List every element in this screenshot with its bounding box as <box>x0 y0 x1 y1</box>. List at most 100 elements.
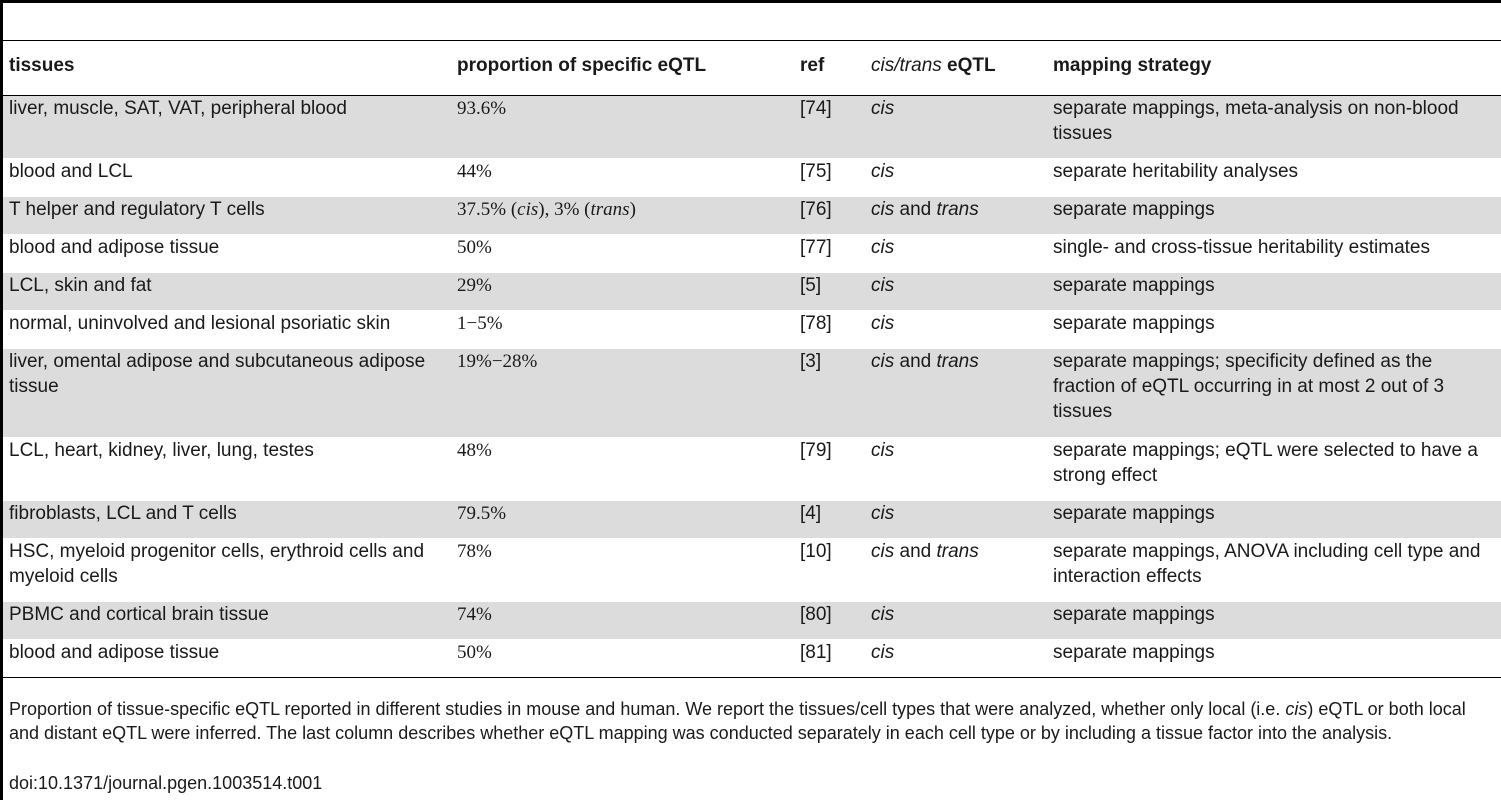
type-cis: cis <box>871 541 895 562</box>
cell-type: cis <box>871 275 895 296</box>
table-row: T helper and regulatory T cells 37.5% (c… <box>3 196 1501 235</box>
proportion-part: ) <box>629 199 636 220</box>
header-slash: / <box>894 55 900 76</box>
proportion-trans: trans <box>590 199 630 220</box>
cell-type: cis and trans <box>865 349 1047 438</box>
cell-mapping: separate mappings <box>1053 199 1215 220</box>
cell-tissues: PBMC and cortical brain tissue <box>9 604 269 625</box>
left-rule <box>0 0 3 800</box>
cell-tissues: HSC, myeloid progenitor cells, erythroid… <box>9 541 425 587</box>
header-ref: ref <box>800 55 825 76</box>
cell-tissues: liver, omental adipose and subcutaneous … <box>9 351 426 397</box>
type-trans: trans <box>936 199 979 220</box>
cell-proportion: 48% <box>457 440 492 461</box>
cell-type: cis <box>871 237 895 258</box>
cell-tissues: LCL, heart, kidney, liver, lung, testes <box>9 440 314 461</box>
table-row: LCL, skin and fat 29% [5] cis separate m… <box>3 272 1501 311</box>
type-cis: cis <box>871 199 895 220</box>
table-row: blood and LCL 44% [75] cis separate heri… <box>3 159 1501 197</box>
cell-type: cis <box>871 503 895 524</box>
cell-ref: [74] <box>800 98 832 119</box>
cell-proportion: 50% <box>457 642 492 663</box>
table-caption: Proportion of tissue-specific eQTL repor… <box>9 697 1497 745</box>
cell-mapping: separate mappings, ANOVA including cell … <box>1053 541 1481 587</box>
cell-type: cis <box>871 642 895 663</box>
cell-tissues: blood and LCL <box>9 161 133 182</box>
header-cis-trans: cis/trans eQTL <box>865 41 1047 96</box>
header-trans: trans <box>899 55 942 76</box>
cell-mapping: separate mappings <box>1053 642 1215 663</box>
caption-cis: cis <box>1285 699 1308 719</box>
cell-tissues: T helper and regulatory T cells <box>9 199 265 220</box>
table-row: LCL, heart, kidney, liver, lung, testes … <box>3 438 1501 501</box>
cell-mapping: separate mappings <box>1053 313 1215 334</box>
type-and: and <box>894 541 937 562</box>
top-rule <box>0 0 1501 3</box>
cell-ref: [78] <box>800 313 832 334</box>
cell-tissues: blood and adipose tissue <box>9 237 220 258</box>
cell-type: cis <box>871 161 895 182</box>
cell-proportion: 37.5% (cis), 3% (trans) <box>451 197 794 235</box>
cell-tissues: normal, uninvolved and lesional psoriati… <box>9 313 391 334</box>
table-row: liver, muscle, SAT, VAT, peripheral bloo… <box>3 95 1501 159</box>
table-row: normal, uninvolved and lesional psoriati… <box>3 311 1501 349</box>
proportion-part: ), 3% ( <box>538 199 591 220</box>
type-trans: trans <box>936 541 979 562</box>
cell-proportion: 1−5% <box>457 313 503 334</box>
table-row: HSC, myeloid progenitor cells, erythroid… <box>3 539 1501 602</box>
cell-tissues: fibroblasts, LCL and T cells <box>9 503 237 524</box>
header-proportion: proportion of specific eQTL <box>457 55 707 76</box>
proportion-part: 37.5% ( <box>457 199 518 220</box>
cell-proportion: 44% <box>457 161 492 182</box>
header-mapping: mapping strategy <box>1053 55 1212 76</box>
table-row: liver, omental adipose and subcutaneous … <box>3 348 1501 438</box>
cell-proportion: 79.5% <box>457 503 507 524</box>
header-cis: cis <box>871 55 895 76</box>
cell-mapping: separate mappings <box>1053 604 1215 625</box>
caption-part: Proportion of tissue-specific eQTL repor… <box>9 699 1286 719</box>
cell-proportion: 74% <box>457 604 492 625</box>
cell-proportion: 93.6% <box>457 98 507 119</box>
cell-mapping: separate mappings, meta-analysis on non-… <box>1053 98 1459 144</box>
cell-proportion: 78% <box>457 541 492 562</box>
type-cis: cis <box>871 351 895 372</box>
cell-ref: [5] <box>800 275 822 296</box>
table-wrapper: tissues proportion of specific eQTL ref … <box>3 40 1501 678</box>
cell-mapping: single- and cross-tissue heritability es… <box>1053 237 1430 258</box>
cell-mapping: separate mappings; specificity defined a… <box>1053 351 1445 422</box>
proportion-cis: cis <box>517 199 539 220</box>
cell-tissues: LCL, skin and fat <box>9 275 152 296</box>
type-trans: trans <box>936 351 979 372</box>
cell-proportion: 19%−28% <box>457 351 538 372</box>
cell-proportion: 50% <box>457 237 492 258</box>
header-tissues: tissues <box>9 55 75 76</box>
cell-ref: [80] <box>800 604 832 625</box>
cell-type: cis <box>871 604 895 625</box>
cell-ref: [79] <box>800 440 832 461</box>
cell-type: cis <box>871 440 895 461</box>
table-row: fibroblasts, LCL and T cells 79.5% [4] c… <box>3 500 1501 539</box>
cell-ref: [10] <box>800 541 832 562</box>
caption-part: ) eQTL or both local and distant eQTL we… <box>9 699 1466 743</box>
cell-ref: [3] <box>800 351 822 372</box>
table-row: blood and adipose tissue 50% [77] cis si… <box>3 235 1501 273</box>
cell-mapping: separate heritability analyses <box>1053 161 1299 182</box>
cell-tissues: liver, muscle, SAT, VAT, peripheral bloo… <box>9 98 347 119</box>
cell-ref: [81] <box>800 642 832 663</box>
header-eqtl: eQTL <box>941 55 996 76</box>
cell-type: cis <box>871 98 895 119</box>
doi-link[interactable]: doi:10.1371/journal.pgen.1003514.t001 <box>9 773 323 793</box>
cell-mapping: separate mappings <box>1053 503 1215 524</box>
type-and: and <box>894 199 937 220</box>
cell-ref: [77] <box>800 237 832 258</box>
header-row: tissues proportion of specific eQTL ref … <box>3 40 1501 96</box>
table-row: PBMC and cortical brain tissue 74% [80] … <box>3 601 1501 640</box>
cell-proportion: 29% <box>457 275 492 296</box>
type-and: and <box>894 351 937 372</box>
cell-type: cis <box>871 313 895 334</box>
cell-ref: [76] <box>800 199 832 220</box>
cell-type: cis and trans <box>865 197 1047 235</box>
eqtl-table: tissues proportion of specific eQTL ref … <box>3 40 1501 678</box>
table-row: blood and adipose tissue 50% [81] cis se… <box>3 640 1501 678</box>
